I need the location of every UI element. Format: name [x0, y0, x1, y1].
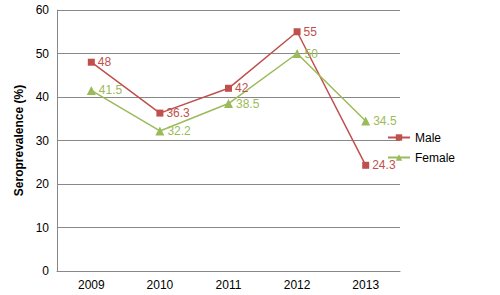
svg-text:Male: Male [415, 131, 441, 145]
svg-text:50: 50 [36, 47, 50, 61]
svg-text:0: 0 [42, 264, 49, 278]
svg-text:2010: 2010 [147, 278, 174, 292]
svg-text:10: 10 [36, 221, 50, 235]
svg-text:40: 40 [36, 90, 50, 104]
svg-text:32.2: 32.2 [167, 124, 191, 138]
svg-text:36.3: 36.3 [166, 106, 190, 120]
svg-text:42: 42 [235, 81, 249, 95]
svg-text:50: 50 [305, 47, 319, 61]
svg-text:2013: 2013 [352, 278, 379, 292]
svg-text:2012: 2012 [284, 278, 311, 292]
svg-text:30: 30 [36, 134, 50, 148]
svg-text:48: 48 [98, 55, 112, 69]
svg-text:55: 55 [304, 25, 318, 39]
svg-text:2011: 2011 [216, 278, 242, 292]
svg-text:2009: 2009 [78, 278, 105, 292]
svg-text:41.5: 41.5 [99, 83, 123, 97]
svg-text:34.5: 34.5 [373, 114, 397, 128]
svg-text:24.3: 24.3 [372, 158, 396, 172]
svg-text:Female: Female [415, 151, 455, 165]
svg-text:60: 60 [36, 3, 50, 17]
svg-text:20: 20 [36, 177, 50, 191]
svg-text:38.5: 38.5 [236, 97, 260, 111]
svg-text:Seroprevalence (%): Seroprevalence (%) [12, 85, 26, 196]
